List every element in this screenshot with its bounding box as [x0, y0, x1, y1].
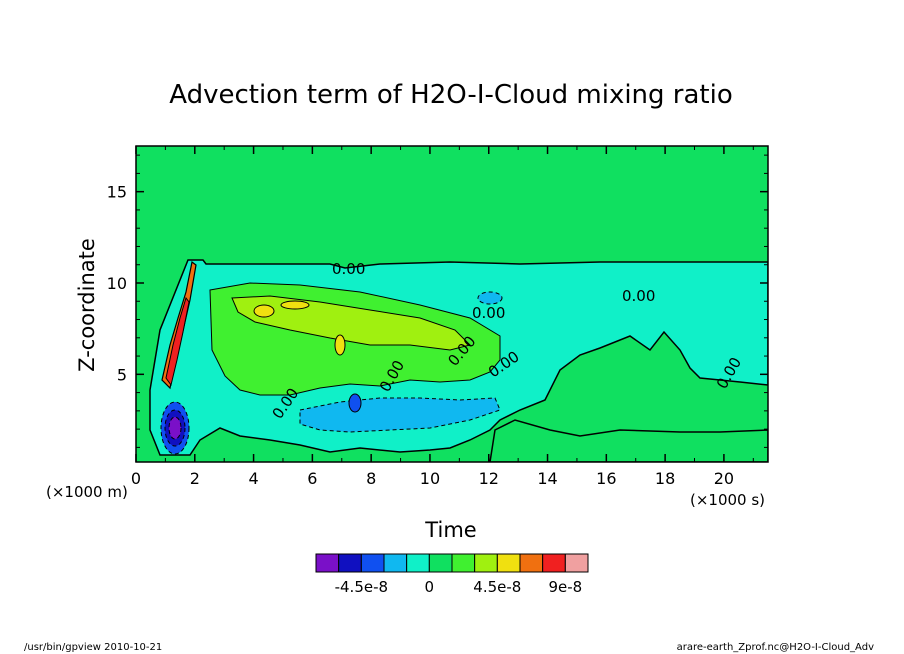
y-axis-label: Z-coordinate	[75, 238, 99, 372]
contour-fill-green-low	[489, 419, 768, 462]
colorbar-swatch	[383, 553, 408, 573]
contour-fill-yellow	[280, 300, 310, 310]
colorbar-tick-label: -4.5e-8	[335, 578, 388, 596]
colorbar-swatch	[496, 553, 521, 573]
x-tick-label: 2	[190, 469, 200, 488]
x-tick-label: 16	[596, 469, 616, 488]
contour-fill-yellow	[334, 334, 346, 356]
contour-label: 0.00	[622, 287, 655, 305]
contour-label: 0.00	[332, 260, 365, 278]
colorbar-swatch	[564, 553, 589, 573]
x-axis-unit: (×1000 s)	[690, 491, 765, 509]
x-tick-label: 10	[420, 469, 440, 488]
x-tick-label: 6	[307, 469, 317, 488]
y-tick-label: 5	[117, 365, 127, 384]
footer-left: /usr/bin/gpview 2010-10-21	[24, 642, 162, 653]
colorbar-swatch	[360, 553, 385, 573]
colorbar-swatch	[338, 553, 362, 573]
colorbar-swatch	[428, 553, 453, 573]
colorbar-tick-label: 9e-8	[548, 578, 582, 596]
x-tick-label: 0	[131, 469, 141, 488]
y-tick-label: 10	[107, 274, 127, 293]
colorbar-swatch	[406, 553, 430, 573]
x-tick-label: 14	[537, 469, 557, 488]
colorbar-swatch	[451, 553, 476, 573]
footer-right: arare-earth_Zprof.nc@H2O-I-Cloud_Adv	[677, 642, 874, 653]
x-axis-label: Time	[424, 518, 476, 542]
chart-title: Advection term of H2O-I-Cloud mixing rat…	[169, 80, 733, 110]
contour-fill-lime	[231, 295, 471, 351]
colorbar-tick-label: 4.5e-8	[473, 578, 521, 596]
y-axis-unit: (×1000 m)	[46, 483, 128, 501]
x-tick-label: 12	[479, 469, 499, 488]
contour-fill-purple	[168, 416, 182, 440]
colorbar-swatch	[474, 553, 498, 573]
plot-area: 0.00 0.00 0.00 0.00 0.00 0.00 0.00 0.00	[135, 145, 769, 463]
x-tick-label: 8	[366, 469, 376, 488]
colorbar-swatch	[542, 553, 566, 573]
contour-fill-yellow	[253, 304, 275, 318]
plot-frame	[135, 145, 769, 463]
contour-fill-red	[165, 296, 190, 387]
colorbar-tick-label: 0	[425, 578, 435, 596]
colorbar: -4.5e-8 0 4.5e-8 9e-8	[315, 553, 589, 596]
contour-fill-blue	[477, 291, 503, 305]
contour-fill-blue	[348, 393, 362, 413]
x-tick-label: 4	[248, 469, 258, 488]
y-tick-label: 15	[107, 183, 127, 202]
x-tick-label: 20	[714, 469, 734, 488]
colorbar-swatch	[315, 553, 340, 573]
axes: 0 2 4 6 8 10 12 14 16 18 20 5 10 15	[107, 146, 768, 488]
x-tick-label: 18	[655, 469, 675, 488]
contour-label: 0.00	[472, 304, 505, 322]
colorbar-swatch	[519, 553, 544, 573]
contour-fills	[149, 259, 768, 462]
